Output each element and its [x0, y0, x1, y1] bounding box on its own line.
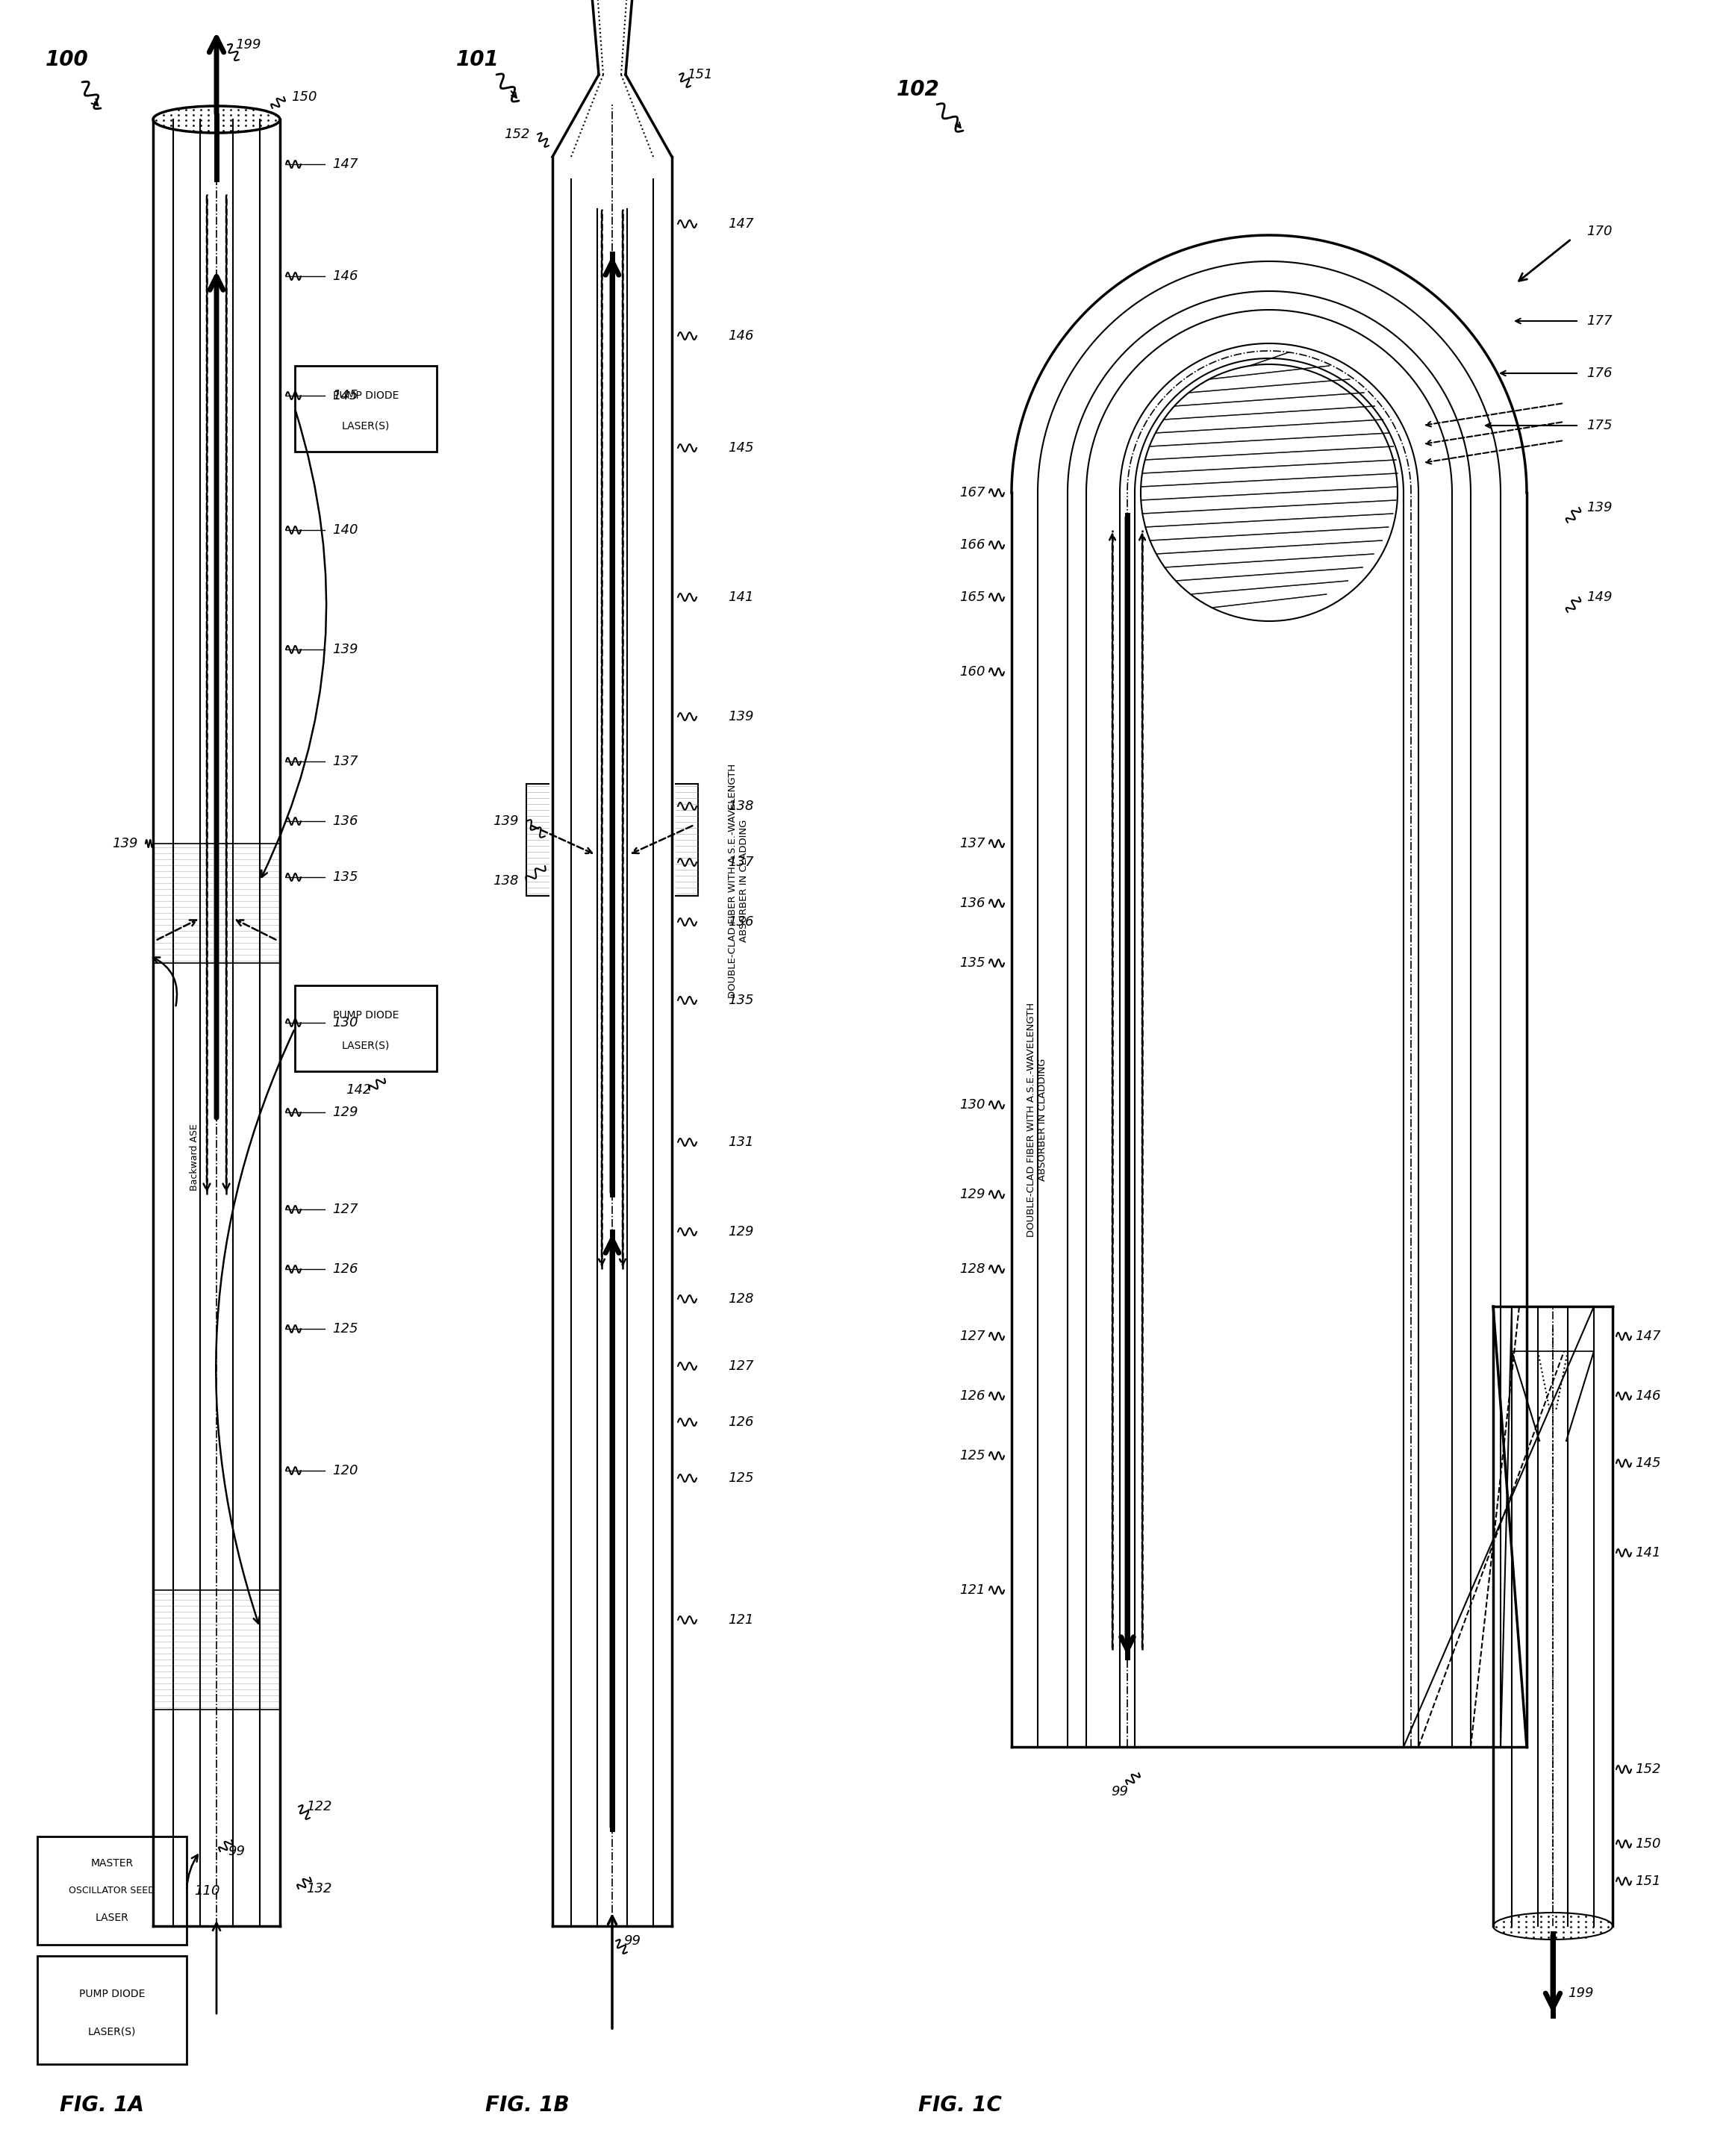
Text: FIG. 1C: FIG. 1C — [918, 2096, 1001, 2115]
Text: 100: 100 — [45, 50, 88, 71]
Text: 146: 146 — [729, 330, 753, 343]
Text: 150: 150 — [291, 91, 318, 103]
Text: 138: 138 — [729, 800, 753, 813]
Text: 101: 101 — [456, 50, 500, 71]
Text: 150: 150 — [1634, 1837, 1660, 1850]
Text: 146: 146 — [1634, 1388, 1660, 1404]
Text: 127: 127 — [729, 1360, 753, 1373]
Text: DOUBLE-CLAD FIBER WITH A.S.E.-WAVELENGTH
ABSORBER IN CLADDING: DOUBLE-CLAD FIBER WITH A.S.E.-WAVELENGTH… — [1027, 1003, 1048, 1238]
Text: 139: 139 — [729, 709, 753, 724]
Text: 126: 126 — [729, 1416, 753, 1429]
Text: 131: 131 — [729, 1136, 753, 1149]
Bar — [38, 1955, 187, 2063]
Text: LASER(S): LASER(S) — [88, 2027, 135, 2037]
Text: 99: 99 — [623, 1934, 640, 1947]
Bar — [295, 985, 437, 1072]
Text: 136: 136 — [959, 897, 985, 910]
Text: 136: 136 — [729, 916, 753, 929]
Text: 125: 125 — [331, 1322, 357, 1335]
Text: 145: 145 — [729, 442, 753, 455]
Text: 139: 139 — [1586, 500, 1612, 515]
Text: 132: 132 — [305, 1882, 331, 1895]
Text: 139: 139 — [493, 815, 519, 828]
Text: 99: 99 — [1110, 1785, 1128, 1798]
Text: 142: 142 — [345, 1082, 371, 1097]
Text: 140: 140 — [331, 524, 357, 537]
Text: 152: 152 — [1634, 1764, 1660, 1777]
Text: 165: 165 — [959, 591, 985, 604]
Text: 122: 122 — [305, 1800, 331, 1813]
Text: FIG. 1B: FIG. 1B — [486, 2096, 569, 2115]
Text: 110: 110 — [194, 1884, 220, 1897]
Text: 139: 139 — [113, 837, 139, 849]
Text: 135: 135 — [331, 871, 357, 884]
Text: FIG. 1A: FIG. 1A — [59, 2096, 144, 2115]
Text: 147: 147 — [331, 157, 357, 170]
Text: 175: 175 — [1586, 418, 1612, 431]
Text: MASTER: MASTER — [90, 1858, 134, 1869]
Text: 99: 99 — [227, 1846, 245, 1858]
Text: Backward ASE: Backward ASE — [189, 1123, 200, 1190]
Text: 141: 141 — [1634, 1546, 1660, 1559]
Text: 176: 176 — [1586, 367, 1612, 379]
Text: 152: 152 — [505, 127, 531, 140]
Text: 167: 167 — [959, 485, 985, 500]
Text: 137: 137 — [331, 755, 357, 768]
Text: 128: 128 — [959, 1263, 985, 1276]
Text: 128: 128 — [729, 1291, 753, 1307]
Text: 125: 125 — [729, 1470, 753, 1485]
Text: 141: 141 — [729, 591, 753, 604]
Text: 160: 160 — [959, 666, 985, 679]
Text: 166: 166 — [959, 539, 985, 552]
Text: 147: 147 — [1634, 1330, 1660, 1343]
Text: 137: 137 — [729, 856, 753, 869]
Text: 199: 199 — [236, 39, 260, 52]
Text: 126: 126 — [959, 1388, 985, 1404]
Text: 126: 126 — [331, 1263, 357, 1276]
Text: 137: 137 — [959, 837, 985, 849]
Text: OSCILLATOR SEED: OSCILLATOR SEED — [69, 1886, 154, 1895]
Text: 177: 177 — [1586, 315, 1612, 328]
Text: 149: 149 — [1586, 591, 1612, 604]
Bar — [38, 1837, 187, 1945]
Text: 170: 170 — [1586, 224, 1612, 237]
Text: 199: 199 — [1568, 1986, 1593, 2001]
Text: 135: 135 — [959, 957, 985, 970]
Text: LASER(S): LASER(S) — [342, 420, 390, 431]
Text: 121: 121 — [729, 1613, 753, 1628]
Text: 127: 127 — [331, 1203, 357, 1216]
Bar — [295, 367, 437, 451]
Text: 135: 135 — [729, 994, 753, 1007]
Text: 147: 147 — [729, 218, 753, 231]
Text: LASER(S): LASER(S) — [342, 1041, 390, 1050]
Text: 145: 145 — [331, 388, 357, 403]
Text: 120: 120 — [331, 1464, 357, 1477]
Text: 138: 138 — [493, 873, 519, 888]
Text: DOUBLE-CLAD FIBER WITH A.S.E.-WAVELENGTH
ABSORBER IN CLADDING: DOUBLE-CLAD FIBER WITH A.S.E.-WAVELENGTH… — [729, 763, 750, 998]
Text: 136: 136 — [331, 815, 357, 828]
Text: 130: 130 — [959, 1097, 985, 1112]
Text: 151: 151 — [687, 69, 713, 82]
Text: 127: 127 — [959, 1330, 985, 1343]
Text: 139: 139 — [331, 642, 357, 655]
Text: PUMP DIODE: PUMP DIODE — [80, 1988, 146, 1999]
Text: 129: 129 — [331, 1106, 357, 1119]
Text: 129: 129 — [729, 1225, 753, 1238]
Text: PUMP DIODE: PUMP DIODE — [333, 1011, 399, 1020]
Text: 130: 130 — [331, 1015, 357, 1028]
Text: PUMP DIODE: PUMP DIODE — [333, 390, 399, 401]
Text: 125: 125 — [959, 1449, 985, 1462]
Circle shape — [1142, 367, 1397, 619]
Text: 145: 145 — [1634, 1457, 1660, 1470]
Text: 129: 129 — [959, 1188, 985, 1201]
Text: 121: 121 — [959, 1583, 985, 1598]
Text: 102: 102 — [897, 80, 940, 99]
Text: LASER: LASER — [95, 1912, 128, 1923]
Text: 151: 151 — [1634, 1874, 1660, 1889]
Text: 146: 146 — [331, 270, 357, 282]
